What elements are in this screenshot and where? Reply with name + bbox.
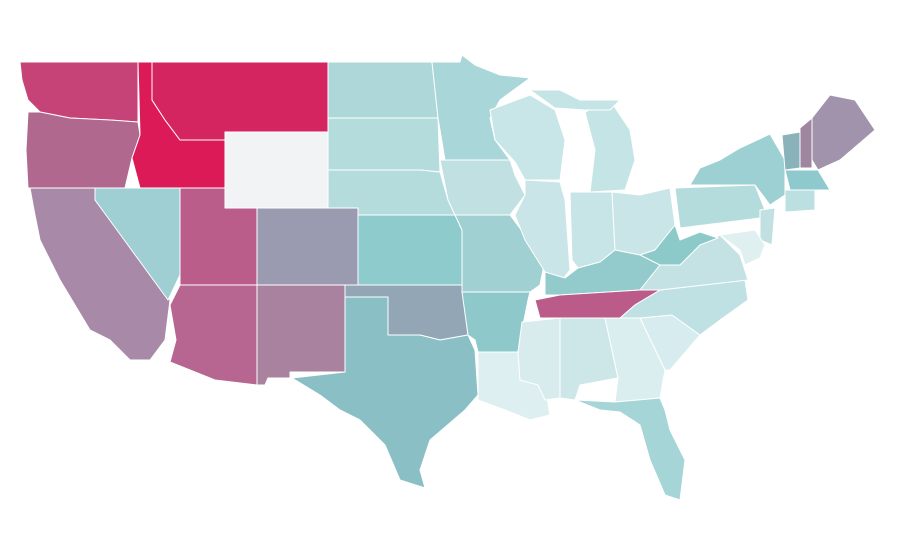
state-shape [584, 99, 636, 193]
state-region [169, 284, 258, 386]
state-shape [719, 229, 766, 266]
state-region [689, 133, 786, 206]
state-shape [25, 111, 141, 189]
state-region [327, 61, 439, 119]
state-shape [574, 397, 686, 501]
state-shape [291, 296, 479, 489]
state-shape [327, 117, 441, 173]
state-region [151, 61, 329, 141]
state-region [224, 131, 329, 209]
state-region [439, 159, 526, 216]
state-region [759, 207, 776, 246]
state-region [291, 296, 479, 489]
state-shape [439, 159, 526, 216]
state-region [357, 214, 463, 286]
state-shape [759, 207, 776, 246]
state-region [784, 189, 816, 213]
state-region [256, 284, 346, 386]
state-shape [256, 207, 359, 286]
state-shape [151, 61, 329, 141]
state-region [25, 111, 141, 189]
state-shape [357, 214, 463, 286]
state-shape [689, 133, 786, 206]
state-region [529, 89, 636, 193]
state-region [574, 397, 686, 501]
state-shape [784, 189, 816, 213]
state-region [489, 94, 566, 181]
state-region [719, 229, 766, 266]
state-region [639, 224, 719, 266]
state-region [674, 184, 766, 229]
state-shape [224, 131, 329, 209]
state-shape [489, 94, 566, 181]
state-shape [674, 184, 766, 229]
state-shape [784, 169, 831, 191]
state-region [327, 117, 441, 173]
state-region [781, 131, 801, 171]
state-region [784, 169, 831, 191]
state-shape [327, 61, 439, 119]
state-shape [169, 284, 258, 386]
state-shape [327, 169, 456, 216]
state-shape [799, 117, 813, 169]
state-shape [639, 224, 719, 266]
state-region [811, 94, 876, 171]
state-shape [781, 131, 801, 171]
state-shape [529, 89, 621, 111]
state-region [256, 207, 359, 286]
state-shape [811, 94, 876, 171]
state-region [327, 169, 456, 216]
state-shape [256, 284, 346, 386]
state-region [799, 117, 813, 169]
